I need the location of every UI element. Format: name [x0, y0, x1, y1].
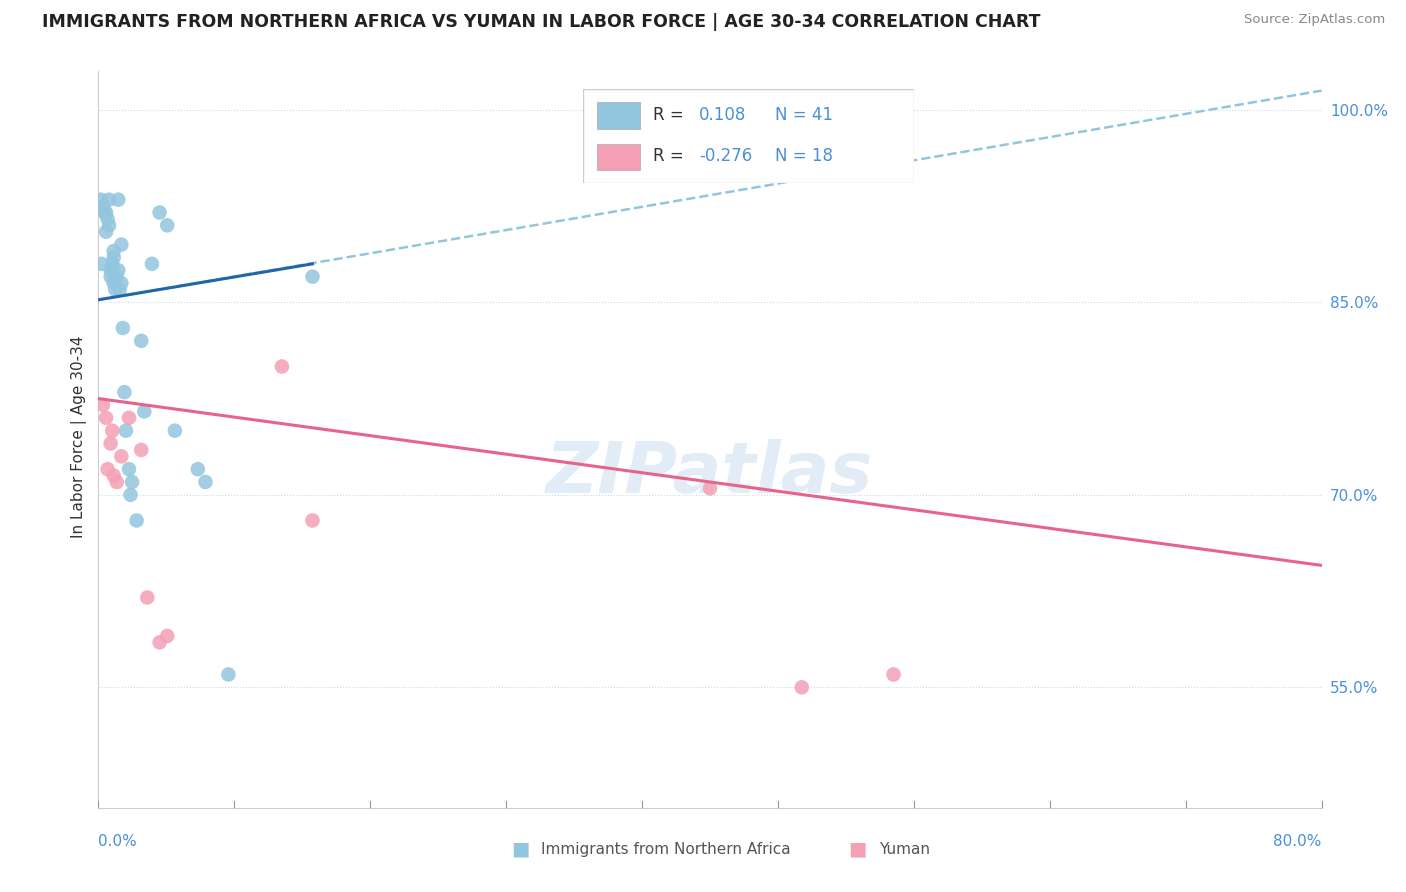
Point — [301, 269, 323, 284]
Point — [105, 269, 128, 284]
Point — [118, 462, 141, 476]
Point — [101, 263, 124, 277]
Point — [134, 404, 156, 418]
FancyBboxPatch shape — [596, 103, 640, 128]
Point — [107, 193, 129, 207]
FancyBboxPatch shape — [596, 144, 640, 169]
Text: R =: R = — [652, 147, 689, 165]
Point — [111, 321, 134, 335]
Text: N = 41: N = 41 — [775, 106, 834, 124]
Text: 0.108: 0.108 — [699, 106, 747, 124]
Point — [110, 237, 132, 252]
Text: Source: ZipAtlas.com: Source: ZipAtlas.com — [1244, 13, 1385, 27]
Text: Yuman: Yuman — [879, 842, 929, 856]
Point — [125, 514, 148, 528]
Point — [105, 475, 128, 489]
Point — [883, 667, 905, 681]
Point — [103, 251, 125, 265]
Point — [90, 193, 112, 207]
Point — [163, 424, 186, 438]
Point — [94, 410, 117, 425]
Point — [120, 488, 142, 502]
Point — [100, 436, 122, 450]
Text: 0.0%: 0.0% — [98, 834, 138, 849]
Point — [91, 398, 114, 412]
Point — [103, 244, 125, 258]
Point — [104, 283, 127, 297]
Point — [136, 591, 159, 605]
Point — [270, 359, 294, 374]
Point — [98, 219, 121, 233]
Point — [94, 205, 117, 219]
Point — [103, 468, 125, 483]
Y-axis label: In Labor Force | Age 30-34: In Labor Force | Age 30-34 — [72, 335, 87, 539]
Point — [110, 450, 132, 464]
Point — [107, 263, 129, 277]
Point — [118, 410, 141, 425]
Point — [141, 257, 163, 271]
Point — [97, 211, 120, 226]
Point — [301, 514, 323, 528]
Point — [103, 276, 125, 290]
Point — [100, 269, 122, 284]
Text: N = 18: N = 18 — [775, 147, 834, 165]
Text: 80.0%: 80.0% — [1274, 834, 1322, 849]
Point — [112, 385, 135, 400]
Point — [129, 442, 152, 457]
Text: ■: ■ — [848, 839, 868, 859]
Point — [108, 283, 131, 297]
Point — [121, 475, 143, 489]
Text: ZIPatlas: ZIPatlas — [547, 439, 873, 508]
Text: Immigrants from Northern Africa: Immigrants from Northern Africa — [541, 842, 792, 856]
Point — [187, 462, 209, 476]
Text: R =: R = — [652, 106, 689, 124]
Text: ■: ■ — [510, 839, 530, 859]
FancyBboxPatch shape — [583, 89, 914, 183]
Point — [98, 193, 121, 207]
Point — [101, 257, 124, 271]
Point — [97, 462, 120, 476]
Point — [156, 219, 179, 233]
Point — [94, 225, 117, 239]
Point — [194, 475, 217, 489]
Text: -0.276: -0.276 — [699, 147, 752, 165]
Point — [101, 424, 124, 438]
Point — [790, 681, 813, 695]
Point — [115, 424, 138, 438]
Point — [100, 263, 122, 277]
Point — [110, 276, 132, 290]
Text: IMMIGRANTS FROM NORTHERN AFRICA VS YUMAN IN LABOR FORCE | AGE 30-34 CORRELATION : IMMIGRANTS FROM NORTHERN AFRICA VS YUMAN… — [42, 13, 1040, 31]
Point — [699, 482, 721, 496]
Point — [149, 205, 172, 219]
Point — [90, 257, 112, 271]
Point — [156, 629, 179, 643]
Point — [217, 667, 239, 681]
Point — [91, 199, 114, 213]
Point — [149, 635, 172, 649]
Point — [104, 269, 127, 284]
Point — [93, 205, 115, 219]
Point — [129, 334, 152, 348]
